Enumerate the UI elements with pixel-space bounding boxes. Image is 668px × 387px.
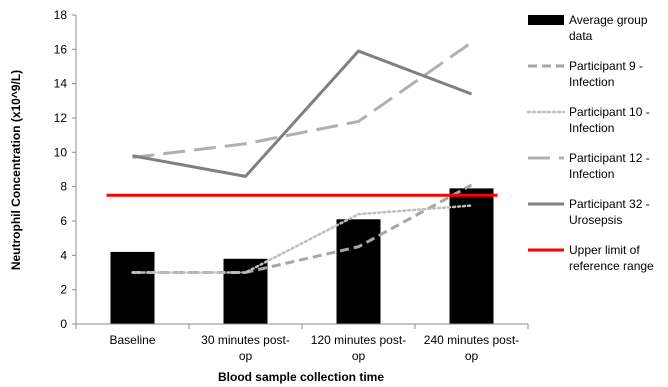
bar-average-group	[110, 251, 155, 324]
y-tick-label: 8	[60, 180, 67, 194]
legend-label: Infection	[569, 75, 614, 89]
x-tick-label: Baseline	[109, 333, 155, 347]
x-tick-label: 120 minutes post-	[311, 333, 406, 347]
legend-label: Participant 32 -	[569, 197, 650, 211]
legend-label: Average group	[569, 13, 648, 27]
line-participant-32-urosepsis	[132, 49, 473, 178]
y-tick-label: 14	[54, 77, 68, 91]
line-participant-9-infection	[132, 183, 473, 274]
y-axis: 0 2 4 6 8 10 12 14 16 18	[54, 8, 77, 331]
line-participant-12-infection	[132, 41, 473, 159]
x-tick-label: 30 minutes post-	[201, 333, 290, 347]
legend-label: Urosepsis	[569, 213, 622, 227]
legend-label: Infection	[569, 167, 614, 181]
x-tick-label: op	[465, 349, 479, 363]
legend: Average group data Participant 9 - Infectio…	[526, 13, 654, 273]
y-tick-label: 12	[54, 111, 68, 125]
legend-label: data	[569, 29, 593, 43]
legend-label: Infection	[569, 121, 614, 135]
legend-label: Participant 9 -	[569, 59, 643, 73]
y-tick-label: 10	[54, 145, 68, 159]
y-tick-label: 16	[54, 42, 68, 56]
y-tick-label: 2	[60, 283, 67, 297]
x-tick-label: op	[352, 349, 366, 363]
bar-average-group	[336, 219, 381, 324]
x-tick-label: 240 minutes post-	[424, 333, 519, 347]
plot-area	[106, 41, 498, 324]
y-tick-label: 0	[60, 317, 67, 331]
y-axis-title: Neutrophil Concentration (x10^9/L)	[9, 70, 23, 270]
y-tick-label: 6	[60, 214, 67, 228]
y-tick-label: 18	[54, 8, 68, 22]
x-axis-title: Blood sample collection time	[218, 370, 384, 384]
bar-average-group	[449, 188, 494, 324]
line-participant-10-infection	[131, 204, 473, 274]
legend-label: Participant 10 -	[569, 105, 650, 119]
legend-label: Participant 12 -	[569, 151, 650, 165]
x-tick-label: op	[239, 349, 253, 363]
x-axis: Baseline 30 minutes post-op 120 minutes po…	[75, 323, 529, 363]
y-tick-label: 4	[60, 248, 67, 262]
legend-label: reference range	[569, 259, 654, 273]
legend-swatch-average-group-data	[528, 15, 564, 25]
legend-label: Upper limit of	[569, 243, 640, 257]
